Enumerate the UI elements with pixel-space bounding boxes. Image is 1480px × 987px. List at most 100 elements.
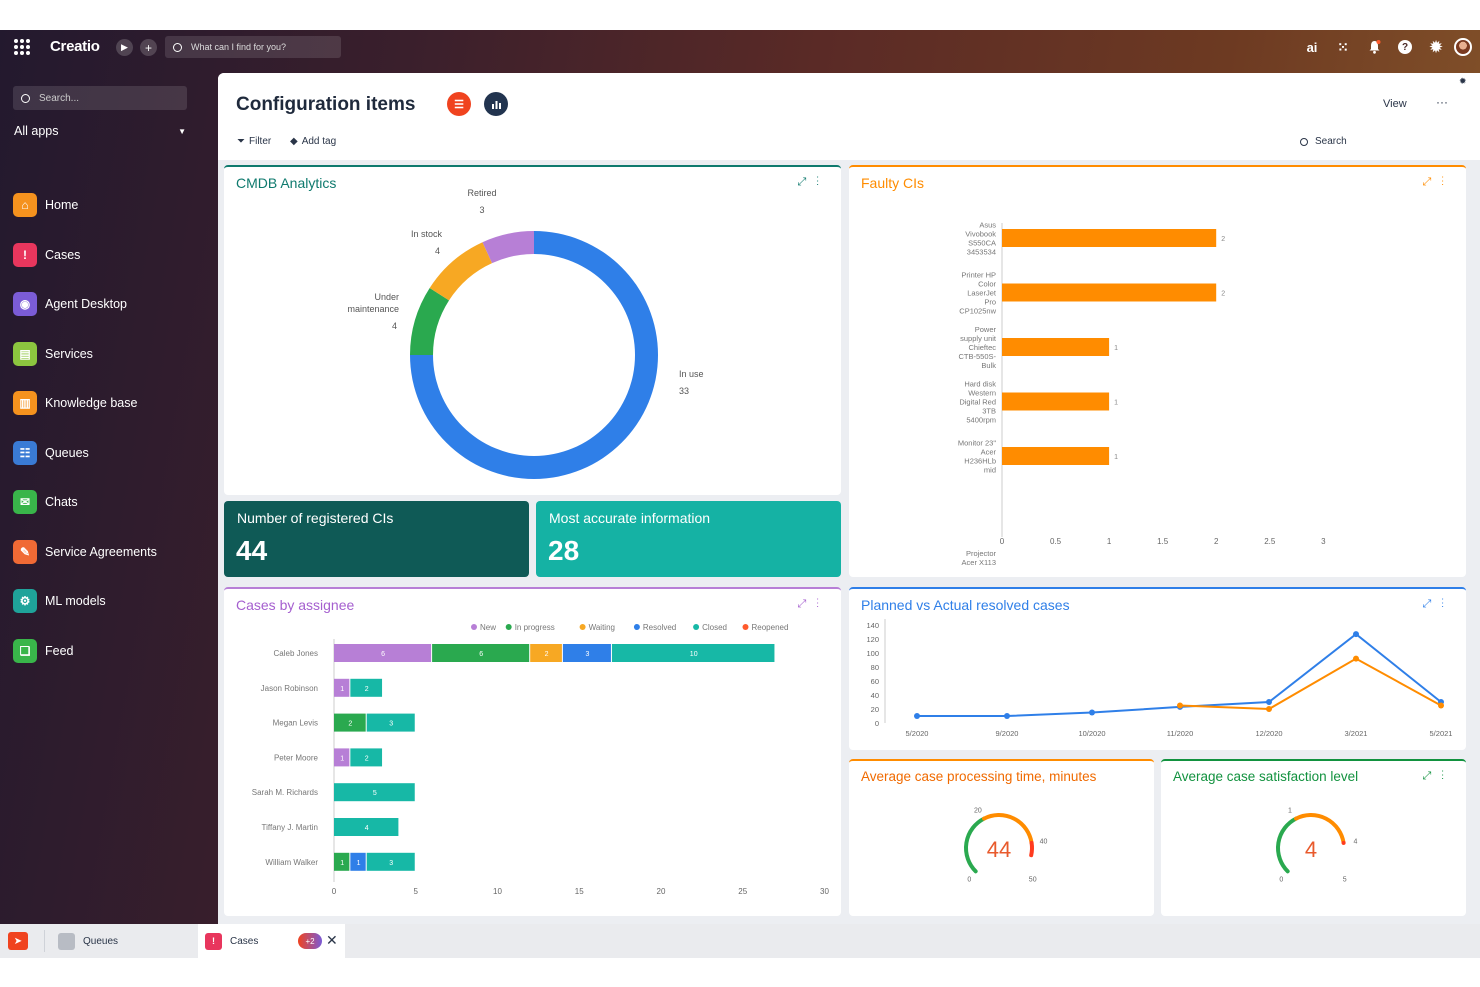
card-tools[interactable]: ⤢⋮: [1422, 598, 1454, 611]
stacked-bar-segment[interactable]: [334, 678, 350, 697]
faulty-bar[interactable]: [1002, 229, 1217, 247]
bell-icon[interactable]: [1365, 38, 1383, 56]
accurate-info-metric[interactable]: Most accurate information 28: [536, 501, 841, 577]
filter-button[interactable]: ⏷ Filter: [237, 136, 271, 147]
faulty-bar[interactable]: [1002, 392, 1110, 411]
add-tag-button[interactable]: ◆ Add tag: [290, 136, 336, 147]
search-button[interactable]: Search: [1300, 136, 1347, 147]
stacked-bar-segment[interactable]: [432, 644, 530, 662]
kebab-icon[interactable]: ⋮: [1441, 176, 1454, 188]
close-icon[interactable]: ✕: [326, 932, 338, 948]
stacked-bar-segment[interactable]: [530, 644, 562, 662]
data-point[interactable]: [1004, 713, 1010, 719]
sidebar-search-input[interactable]: Search...: [13, 86, 187, 110]
stacked-bar-segment[interactable]: [350, 678, 383, 697]
expand-icon[interactable]: ⤢: [1422, 770, 1442, 782]
sidebar-item-agent-desktop[interactable]: ◉ Agent Desktop: [13, 291, 127, 317]
card-tools[interactable]: ⤢⋮: [797, 176, 829, 189]
sidebar-item-service-agreements[interactable]: ✎ Service Agreements: [13, 539, 157, 565]
faulty-bar[interactable]: [1002, 338, 1110, 356]
category-label: Projector: [966, 549, 997, 558]
sidebar-item-chats[interactable]: ✉ Chats: [13, 489, 78, 515]
stacked-bar-segment[interactable]: [334, 852, 350, 871]
app-grid-icon[interactable]: [14, 39, 30, 55]
kebab-icon[interactable]: ⋮: [1441, 770, 1454, 782]
stacked-bar-segment[interactable]: [334, 713, 366, 732]
stacked-bar-segment[interactable]: [350, 852, 366, 871]
sidebar-item-feed[interactable]: ❏ Feed: [13, 638, 74, 664]
kebab-icon[interactable]: ⋮: [816, 176, 829, 188]
global-search-input[interactable]: What can I find for you?: [165, 36, 341, 58]
data-point[interactable]: [1089, 709, 1095, 716]
stacked-bar-segment[interactable]: [334, 748, 350, 767]
data-point[interactable]: [1266, 706, 1272, 712]
donut-label: In stock: [411, 229, 443, 239]
card-tools[interactable]: ⤢⋮: [797, 598, 829, 611]
gear-icon[interactable]: ✹: [1429, 39, 1443, 56]
segment-label: 6: [381, 651, 385, 658]
card-tools[interactable]: ⤢⋮: [1422, 176, 1454, 189]
taskbar-queues-tab[interactable]: Queues: [58, 924, 118, 958]
stacked-bar-segment[interactable]: [350, 748, 383, 767]
ai-icon[interactable]: ai: [1306, 39, 1318, 55]
expand-icon[interactable]: ⤢: [797, 176, 817, 188]
settings-small-icon[interactable]: ✹: [1459, 76, 1467, 86]
donut-slice-under-maintenance[interactable]: [410, 287, 450, 355]
stacked-bar-segment[interactable]: [611, 644, 775, 662]
sidebar-item-cases[interactable]: ! Cases: [13, 242, 80, 268]
more-options-icon[interactable]: ···: [1436, 95, 1448, 109]
faulty-bar[interactable]: [1002, 283, 1217, 302]
donut-slice-retired[interactable]: [482, 231, 534, 264]
dashboard-view-button[interactable]: [484, 92, 508, 116]
global-search-placeholder: What can I find for you?: [191, 42, 287, 52]
feed-icon: ❏: [13, 638, 37, 663]
registered-cis-metric[interactable]: Number of registered CIs 44: [224, 501, 529, 577]
expand-icon[interactable]: ⤢: [1422, 598, 1442, 610]
category-label: Western: [968, 389, 996, 398]
data-point[interactable]: [1177, 702, 1183, 709]
expand-icon[interactable]: ⤢: [797, 598, 817, 610]
data-point[interactable]: [1353, 631, 1359, 638]
sidebar-item-ml-models[interactable]: ⚙ ML models: [13, 588, 106, 614]
sidebar-item-home[interactable]: ⌂ Home: [13, 192, 78, 218]
data-point[interactable]: [914, 713, 920, 719]
stacked-bar-segment[interactable]: [334, 644, 432, 662]
assignee-label: Megan Levis: [273, 719, 318, 728]
x-tick-label: 0: [332, 887, 337, 896]
list-view-button[interactable]: ☰: [447, 92, 471, 116]
legend-label: Resolved: [643, 623, 676, 632]
play-icon[interactable]: ▶: [116, 39, 133, 56]
expand-icon[interactable]: ⤢: [1422, 176, 1442, 188]
taskbar-cases-tab[interactable]: ! Cases +2 ✕: [198, 924, 345, 958]
data-point[interactable]: [1438, 702, 1444, 709]
sidebar-item-label: Chats: [45, 495, 78, 509]
kebab-icon[interactable]: ⋮: [1441, 598, 1454, 610]
kebab-icon[interactable]: ⋮: [816, 598, 829, 610]
sidebar-item-queues[interactable]: ☷ Queues: [13, 440, 89, 466]
stacked-bar-segment[interactable]: [366, 852, 415, 871]
stacked-bar-segment[interactable]: [366, 713, 415, 732]
data-point[interactable]: [1266, 699, 1272, 705]
sidebar-item-knowledge-base[interactable]: ▥ Knowledge base: [13, 390, 137, 416]
sidebar-item-services[interactable]: ▤ Services: [13, 341, 93, 367]
all-apps-dropdown[interactable]: All apps ▼: [14, 124, 186, 138]
view-button[interactable]: View: [1383, 98, 1407, 110]
card-tools[interactable]: ⤢⋮: [1422, 770, 1454, 783]
y-tick-label: 60: [871, 677, 879, 686]
avatar[interactable]: [1453, 38, 1473, 56]
stacked-bar-segment[interactable]: [562, 644, 611, 662]
add-icon[interactable]: +: [140, 39, 157, 56]
extra-tabs-badge[interactable]: +2: [298, 933, 322, 949]
filter-icon: ⏷: [237, 136, 245, 147]
help-icon[interactable]: ?: [1396, 38, 1414, 56]
metric-title: Number of registered CIs: [237, 510, 394, 526]
dots-grid-icon[interactable]: ⁙: [1337, 38, 1349, 55]
taskbar-home-button[interactable]: ➤: [8, 924, 28, 958]
faulty-bar[interactable]: [1002, 447, 1110, 465]
data-point[interactable]: [1353, 655, 1359, 662]
gauge-value: 4: [1305, 837, 1317, 862]
donut-slice-in-stock[interactable]: [429, 242, 493, 301]
stacked-bar-segment[interactable]: [334, 818, 399, 836]
stacked-bar-segment[interactable]: [334, 783, 415, 802]
